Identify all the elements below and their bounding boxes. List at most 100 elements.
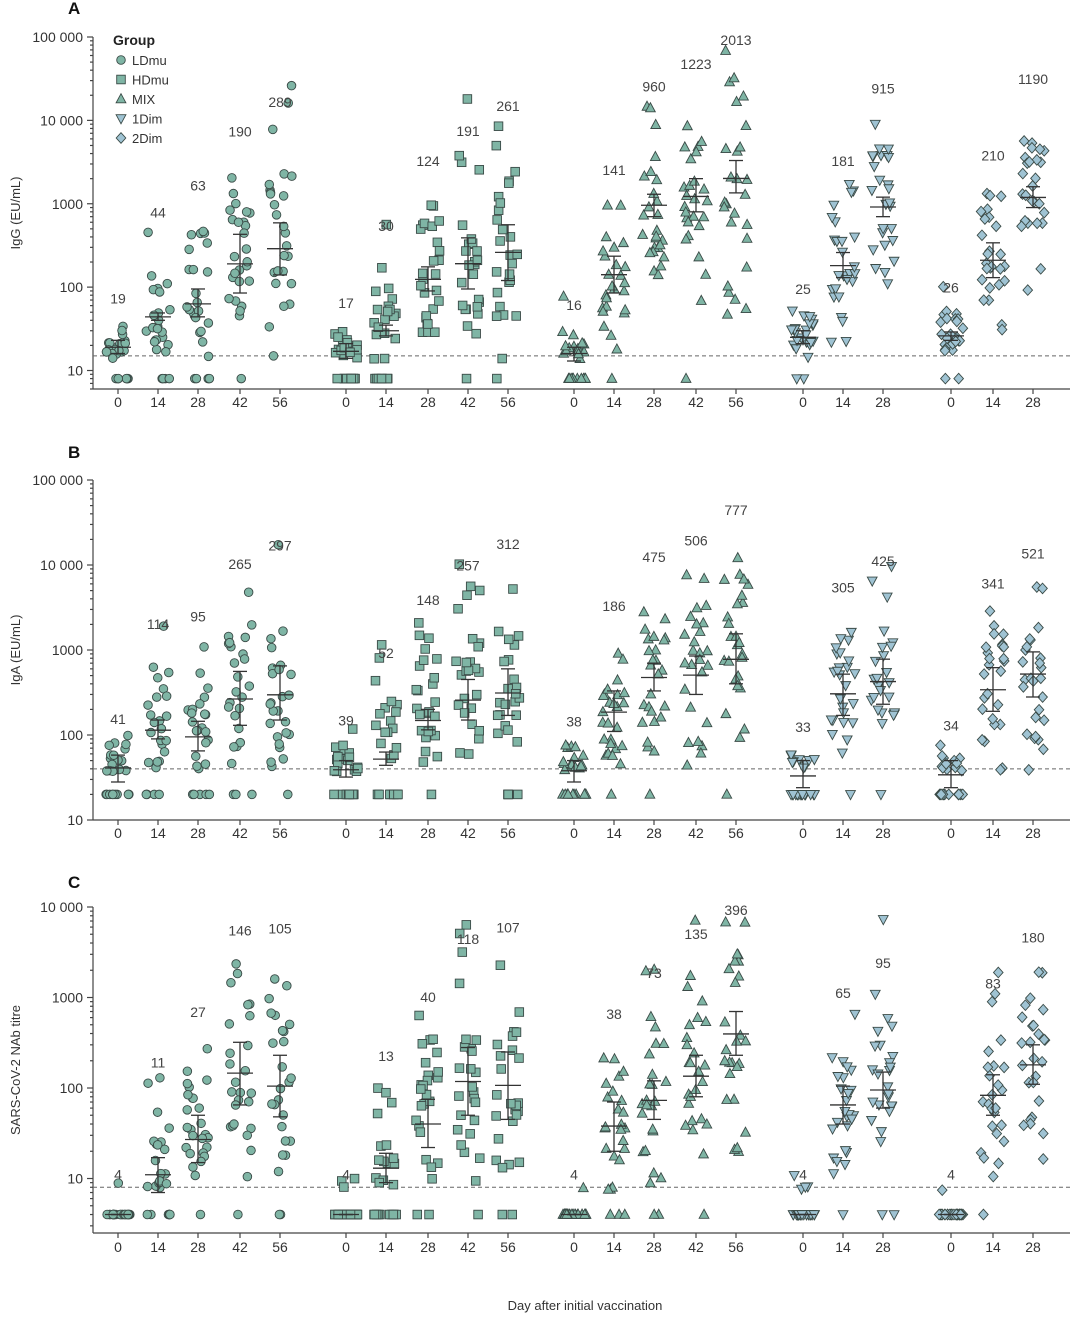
data-point <box>200 759 211 769</box>
data-point <box>424 1209 434 1220</box>
data-point <box>978 1208 989 1221</box>
series-2dim: 0 34 14 341 28 521 <box>934 546 1050 841</box>
data-point <box>644 1077 656 1089</box>
data-point <box>877 915 889 926</box>
data-point <box>246 1088 257 1098</box>
data-point <box>373 322 384 332</box>
data-point <box>608 1052 621 1064</box>
data-point <box>1037 1153 1049 1165</box>
data-point <box>266 633 276 644</box>
data-point <box>473 1209 483 1220</box>
gm-value-label: 95 <box>190 608 206 624</box>
gm-value-label: 960 <box>642 79 666 95</box>
data-point <box>1031 217 1043 230</box>
data-point <box>224 293 234 304</box>
data-point <box>647 653 659 665</box>
data-point <box>233 217 244 227</box>
gm-value-label: 210 <box>981 148 1005 164</box>
data-point <box>415 1127 426 1137</box>
series-mix: 0 38 14 186 28 475 42 506 56 777 <box>556 502 754 841</box>
data-point <box>881 592 893 604</box>
data-point <box>883 678 895 689</box>
data-point <box>867 245 879 256</box>
data-point <box>597 705 609 717</box>
data-point <box>188 1162 198 1172</box>
x-tick-label: 28 <box>190 394 206 410</box>
data-point <box>885 1101 898 1113</box>
data-point <box>152 673 163 683</box>
data-point <box>466 234 477 244</box>
data-point <box>241 207 252 217</box>
panel-c: 10 100 1000 10 000 SARS-CoV-2 NAb titre 0 4 14 1… <box>8 899 1070 1255</box>
data-point <box>246 620 257 630</box>
gm-value-label: 19 <box>110 291 126 307</box>
data-point <box>426 200 436 210</box>
data-point <box>467 1082 477 1092</box>
data-point <box>1038 206 1050 219</box>
data-point <box>164 1123 174 1133</box>
gm-value-label: 107 <box>496 920 520 936</box>
data-point <box>266 757 276 767</box>
data-point <box>831 666 844 678</box>
data-point <box>202 238 213 248</box>
data-point <box>975 205 987 218</box>
data-point <box>165 1209 175 1220</box>
data-point <box>845 627 857 639</box>
x-tick-label: 0 <box>570 1239 578 1255</box>
data-point <box>430 269 441 279</box>
data-point <box>286 1073 296 1083</box>
legend-marker-1dim <box>115 114 127 125</box>
gm-value-label: 135 <box>684 926 708 942</box>
data-point <box>831 1117 844 1129</box>
data-point <box>267 668 278 679</box>
data-point <box>618 696 630 708</box>
data-point <box>734 140 746 152</box>
data-point <box>866 576 878 588</box>
x-tick-label: 14 <box>378 1239 394 1255</box>
data-point <box>718 573 731 584</box>
data-point <box>600 230 612 242</box>
data-point <box>503 789 513 800</box>
data-point <box>695 294 707 305</box>
data-point <box>1017 655 1029 668</box>
data-point <box>988 627 1000 640</box>
data-point <box>454 1091 464 1101</box>
x-tick-label: 14 <box>985 825 1001 841</box>
data-point <box>339 1182 349 1192</box>
gm-value-label: 265 <box>228 556 252 572</box>
data-point <box>418 655 429 665</box>
data-point <box>683 1018 696 1030</box>
data-point <box>196 1156 206 1167</box>
y-tick-label: 1000 <box>52 196 83 212</box>
data-point <box>1030 730 1042 743</box>
data-point <box>612 1103 624 1114</box>
gm-value-label: 13 <box>378 1048 394 1064</box>
data-point <box>680 372 692 383</box>
data-point <box>427 221 437 232</box>
data-point <box>804 790 817 801</box>
data-point <box>464 749 474 759</box>
data-point <box>995 190 1007 203</box>
legend: Group LDmu HDmu MIX 1Dim 2Dim <box>113 32 169 146</box>
data-point <box>605 329 617 340</box>
data-point <box>491 140 502 151</box>
data-point <box>191 726 202 736</box>
data-point <box>691 601 703 613</box>
data-point <box>473 641 483 652</box>
data-point <box>279 169 289 179</box>
data-point <box>995 763 1006 776</box>
data-point <box>151 692 162 702</box>
data-point <box>605 737 617 748</box>
y-axis-title: SARS-CoV-2 NAb titre <box>8 1005 23 1135</box>
data-point <box>993 278 1005 291</box>
data-point <box>996 323 1008 336</box>
data-point <box>203 318 214 328</box>
data-point <box>457 947 468 957</box>
data-point <box>617 1106 630 1117</box>
data-point <box>158 621 169 631</box>
data-point <box>191 373 202 384</box>
data-point <box>1038 714 1050 727</box>
data-point <box>277 1025 288 1036</box>
data-point <box>877 224 889 235</box>
series-mix: 0 16 14 141 28 960 42 1223 56 2013 <box>556 32 753 410</box>
